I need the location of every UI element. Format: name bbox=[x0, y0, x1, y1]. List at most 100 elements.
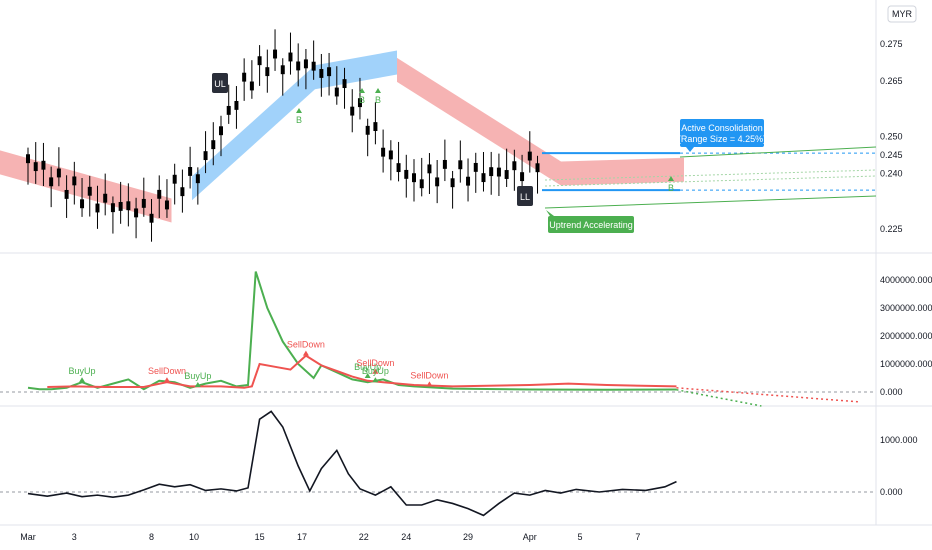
candle-body bbox=[365, 125, 370, 135]
pressure-marker bbox=[79, 377, 86, 383]
pressure-annotation: SellDown bbox=[356, 358, 394, 368]
candle-body bbox=[72, 176, 77, 186]
consolidation-subtitle: (Range Size = 4.25%) bbox=[678, 134, 766, 144]
pressure-marker bbox=[364, 373, 371, 378]
candle-body bbox=[219, 126, 223, 136]
x-tick-label: 17 bbox=[297, 532, 307, 542]
oscillator-pane bbox=[0, 410, 876, 517]
price-tag-bg bbox=[878, 149, 908, 161]
candle-body bbox=[319, 69, 324, 78]
price-tick-label: 0.240 bbox=[880, 169, 903, 179]
candle-body bbox=[520, 172, 525, 182]
ribbon-segment bbox=[315, 50, 397, 90]
candle-body bbox=[535, 163, 540, 173]
candle-body bbox=[234, 100, 239, 110]
candle-body bbox=[134, 208, 139, 218]
pressure-tick-label: 0.000 bbox=[880, 387, 903, 397]
price-tick-label: 0.250 bbox=[880, 132, 903, 142]
ll-label: LL bbox=[517, 186, 533, 206]
candle-body bbox=[527, 151, 532, 161]
buy-triangle bbox=[375, 88, 381, 93]
candle-body bbox=[450, 178, 455, 188]
ribbon-segment bbox=[561, 157, 684, 186]
pressure-marker bbox=[372, 368, 379, 374]
pressure-marker bbox=[302, 350, 309, 356]
consolidation-title: Active Consolidation bbox=[681, 123, 763, 133]
pressure-annotation: SellDown bbox=[287, 340, 325, 350]
pressure-marker bbox=[163, 377, 170, 383]
pressure-tick-label: 3000000.000 bbox=[880, 303, 932, 313]
candle-body bbox=[442, 159, 447, 169]
candle-body bbox=[87, 186, 92, 196]
ribbon-segment bbox=[192, 65, 315, 201]
candle-body bbox=[242, 72, 247, 82]
candle-body bbox=[481, 173, 486, 183]
candle-body bbox=[435, 177, 440, 187]
candle-body bbox=[489, 167, 494, 177]
price-pane: BB BB bbox=[0, 29, 877, 242]
x-tick-label: 5 bbox=[577, 532, 582, 542]
x-tick-label: 8 bbox=[149, 532, 154, 542]
candle-body bbox=[412, 173, 416, 183]
grid bbox=[0, 0, 932, 526]
candle-body bbox=[288, 52, 293, 62]
candle-body bbox=[466, 176, 471, 186]
candle-body bbox=[33, 162, 38, 172]
candle-body bbox=[141, 198, 146, 208]
osc-tick-label: 1000.000 bbox=[880, 435, 918, 445]
pressure-marker bbox=[372, 377, 379, 383]
candle-body bbox=[350, 106, 355, 116]
candle-body bbox=[118, 201, 123, 211]
candle-body bbox=[404, 169, 409, 179]
x-tick-label: 3 bbox=[72, 532, 77, 542]
candle-body bbox=[49, 177, 54, 187]
pressure-tick-label: 1000000.000 bbox=[880, 359, 932, 369]
pressure-annotation: BuyUp bbox=[354, 362, 381, 372]
osc-series-line bbox=[27, 410, 677, 517]
candle-body bbox=[195, 174, 200, 184]
candle-body bbox=[157, 189, 162, 199]
candle-body bbox=[103, 193, 108, 203]
candle-body bbox=[357, 98, 362, 108]
currency-badge-text: MYR bbox=[892, 9, 913, 19]
buy-label: B bbox=[668, 183, 674, 193]
ll-label-text: LL bbox=[520, 192, 530, 202]
candle-body bbox=[388, 150, 393, 160]
pressure-series-line bbox=[47, 354, 677, 389]
axes: 0.275 0.265 0.250 0.245 0.240 0.225 4000000.00… bbox=[20, 39, 932, 542]
pressure-forecast bbox=[676, 389, 762, 407]
candle-body bbox=[203, 151, 208, 161]
pressure-annotation: BuyUp bbox=[184, 371, 211, 381]
candle-body bbox=[473, 162, 478, 172]
candle-body bbox=[80, 199, 85, 209]
x-tick-label: 7 bbox=[635, 532, 640, 542]
buy-triangle bbox=[296, 108, 302, 113]
price-tick-label: 0.265 bbox=[880, 76, 903, 86]
candle-body bbox=[396, 163, 401, 173]
x-tick-label: 10 bbox=[189, 532, 199, 542]
x-tick-label: Mar bbox=[20, 532, 36, 542]
buy-label: B bbox=[375, 95, 381, 105]
candle-body bbox=[334, 87, 339, 97]
pressure-tick-label: 4000000.000 bbox=[880, 275, 932, 285]
channel-mid bbox=[544, 169, 877, 181]
uptrend-channel-upper bbox=[679, 146, 877, 158]
x-tick-label: 15 bbox=[255, 532, 265, 542]
candle-body bbox=[504, 170, 509, 179]
ribbon-segment bbox=[0, 150, 172, 223]
candle-body bbox=[149, 213, 154, 223]
price-tick-label: 0.225 bbox=[880, 224, 903, 234]
candle-body bbox=[64, 189, 69, 199]
candle-body bbox=[273, 49, 278, 59]
pressure-marker bbox=[426, 381, 433, 387]
price-tick-label: 0.245 bbox=[880, 150, 903, 160]
candle-body bbox=[311, 61, 316, 71]
pressure-annotation: BuyUp bbox=[69, 366, 96, 376]
candle-body bbox=[95, 203, 100, 213]
ul-label-text: UL bbox=[214, 79, 226, 89]
x-tick-label: Apr bbox=[523, 532, 537, 542]
pressure-tick-label: 2000000.000 bbox=[880, 331, 932, 341]
candle-body bbox=[327, 67, 332, 77]
currency-badge[interactable]: MYR bbox=[887, 5, 917, 23]
